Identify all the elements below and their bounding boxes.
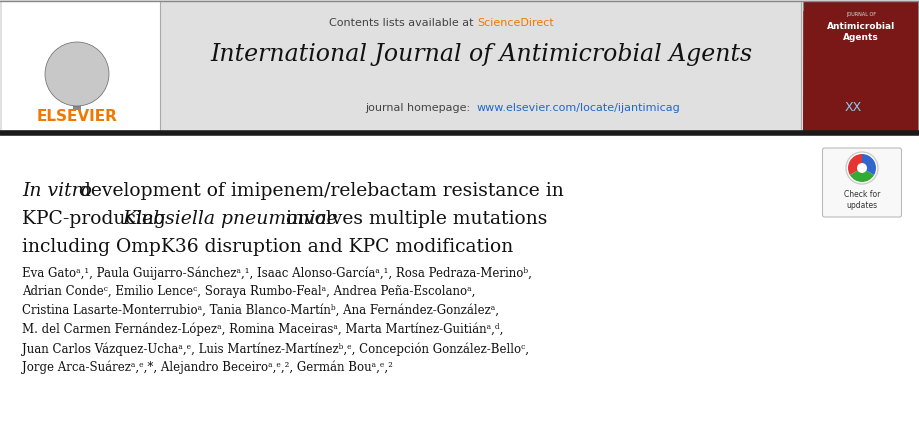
Bar — [803, 29, 918, 35]
Bar — [803, 41, 918, 47]
Text: journal homepage:: journal homepage: — [365, 103, 477, 113]
Text: XX: XX — [845, 101, 862, 114]
Text: Jorge Arca-Suárezᵃ,ᵉ,*, Alejandro Beceiroᵃ,ᵉ,², Germán Bouᵃ,ᵉ,²: Jorge Arca-Suárezᵃ,ᵉ,*, Alejandro Beceir… — [22, 361, 393, 374]
Bar — [803, 1, 918, 131]
Bar — [803, 89, 918, 95]
Bar — [803, 119, 918, 125]
Text: Contents lists available at: Contents lists available at — [329, 18, 477, 28]
Bar — [803, 53, 918, 59]
Circle shape — [846, 152, 878, 184]
Bar — [803, 65, 918, 71]
Text: development of imipenem/relebactam resistance in: development of imipenem/relebactam resis… — [73, 182, 563, 200]
Bar — [803, 17, 918, 23]
Text: Antimicrobial
Agents: Antimicrobial Agents — [827, 22, 895, 42]
Text: involves multiple mutations: involves multiple mutations — [280, 210, 548, 228]
Text: ScienceDirect: ScienceDirect — [477, 18, 554, 28]
Bar — [803, 11, 918, 17]
Text: In vitro: In vitro — [22, 182, 92, 200]
FancyBboxPatch shape — [823, 148, 902, 217]
Bar — [803, 113, 918, 119]
Bar — [803, 101, 918, 107]
Bar — [803, 107, 918, 113]
Text: Check for
updates: Check for updates — [844, 190, 880, 210]
Circle shape — [857, 163, 867, 173]
Text: International Journal of Antimicrobial Agents: International Journal of Antimicrobial A… — [210, 44, 752, 67]
Wedge shape — [848, 154, 862, 175]
Text: www.elsevier.com/locate/ijantimicag: www.elsevier.com/locate/ijantimicag — [477, 103, 681, 113]
Bar — [803, 125, 918, 131]
Bar — [0, 0, 919, 132]
Text: Juan Carlos Vázquez-Uchaᵃ,ᵉ, Luis Martínez-Martínezᵇ,ᵉ, Concepción González-Bell: Juan Carlos Vázquez-Uchaᵃ,ᵉ, Luis Martín… — [22, 342, 529, 356]
Bar — [2, 2, 160, 130]
Bar — [803, 77, 918, 83]
Text: Eva Gatoᵃ,¹, Paula Guijarro-Sánchezᵃ,¹, Isaac Alonso-Garcíaᵃ,¹, Rosa Pedraza-Mer: Eva Gatoᵃ,¹, Paula Guijarro-Sánchezᵃ,¹, … — [22, 266, 532, 280]
Text: Adrian Condeᶜ, Emilio Lenceᶜ, Soraya Rumbo-Fealᵃ, Andrea Peña-Escolanoᵃ,: Adrian Condeᶜ, Emilio Lenceᶜ, Soraya Rum… — [22, 285, 475, 298]
Bar — [803, 95, 918, 101]
Bar — [803, 23, 918, 29]
Bar — [803, 83, 918, 89]
Bar — [803, 71, 918, 77]
Bar — [803, 47, 918, 53]
Text: ELSEVIER: ELSEVIER — [37, 109, 118, 124]
Text: Cristina Lasarte-Monterrubioᵃ, Tania Blanco-Martínᵇ, Ana Fernández-Gonzálezᵃ,: Cristina Lasarte-Monterrubioᵃ, Tania Bla… — [22, 304, 499, 317]
Text: KPC-producing: KPC-producing — [22, 210, 172, 228]
Circle shape — [45, 42, 109, 106]
Wedge shape — [850, 168, 874, 182]
Bar — [803, 59, 918, 65]
Text: Klebsiella pneumoniae: Klebsiella pneumoniae — [122, 210, 338, 228]
Bar — [803, 35, 918, 41]
Text: M. del Carmen Fernández-Lópezᵃ, Romina Maceirasᵃ, Marta Martínez-Guitiánᵃ,ᵈ,: M. del Carmen Fernández-Lópezᵃ, Romina M… — [22, 323, 504, 337]
Bar — [73, 92, 81, 110]
Text: JOURNAL OF: JOURNAL OF — [846, 12, 876, 17]
Text: including OmpK36 disruption and KPC modification: including OmpK36 disruption and KPC modi… — [22, 238, 513, 256]
Wedge shape — [862, 154, 876, 175]
